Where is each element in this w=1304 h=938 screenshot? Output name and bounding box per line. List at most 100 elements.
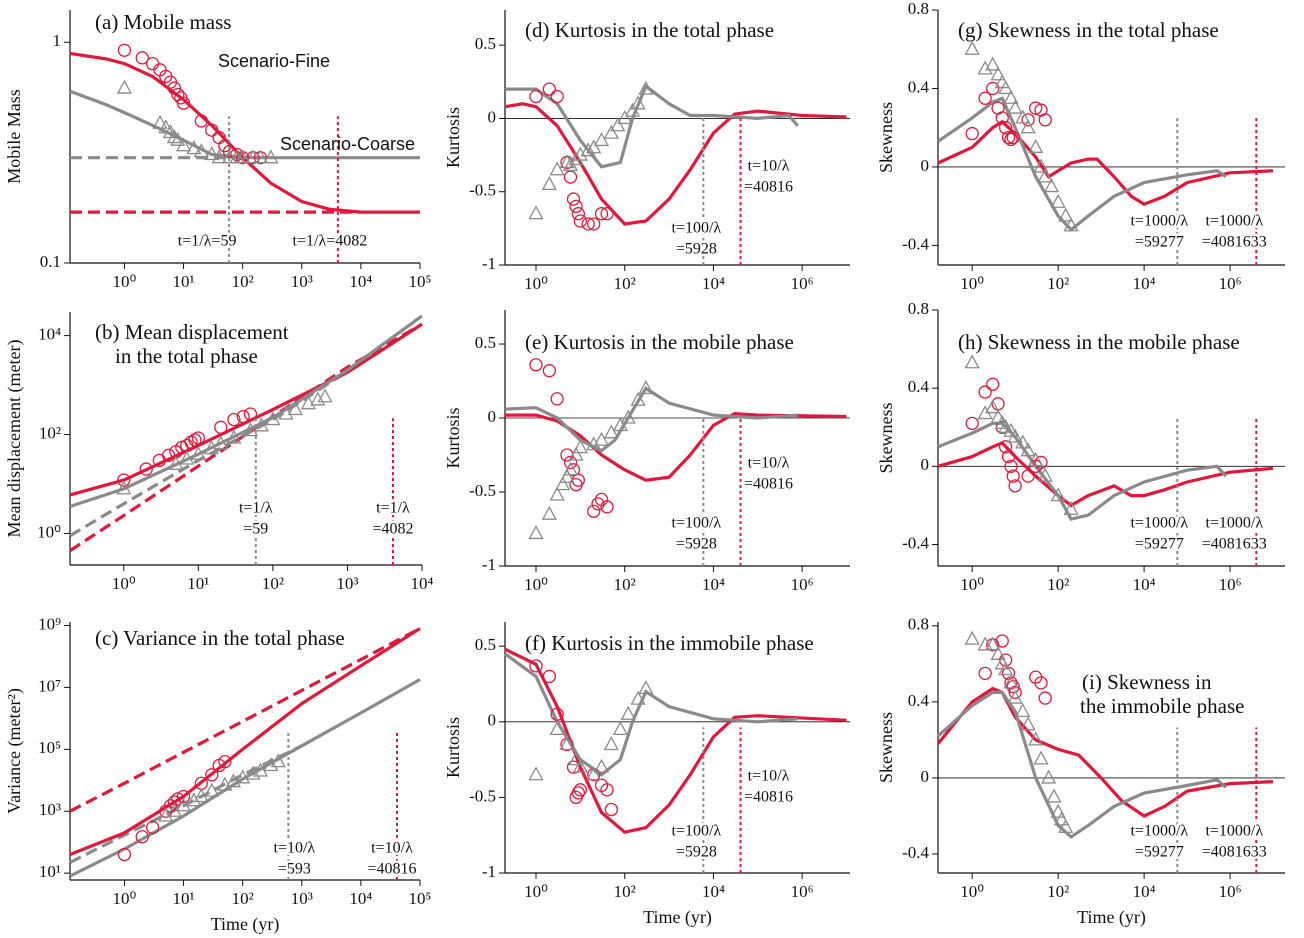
marker-triangle <box>964 630 980 645</box>
marker-triangle <box>528 205 544 220</box>
x-tick-label: 10⁵ <box>409 889 432 908</box>
x-tick-label: 10² <box>1047 274 1069 293</box>
marker-triangle <box>964 40 980 55</box>
x-tick-label: 10² <box>262 574 284 593</box>
marker-triangle <box>977 60 993 75</box>
reference-label: t=1000/λ <box>1130 213 1188 230</box>
marker-circle <box>591 497 605 511</box>
marker-circle <box>604 802 619 817</box>
marker-circle <box>569 199 583 214</box>
marker-triangle <box>593 758 610 773</box>
reference-label: =4081633 <box>1202 844 1267 861</box>
marker-circle <box>1038 691 1052 705</box>
marker-circle <box>594 207 609 221</box>
reference-label: =59 <box>243 521 268 538</box>
marker-triangle <box>612 417 629 432</box>
marker-triangle <box>559 154 575 169</box>
marker-triangle <box>1063 500 1079 515</box>
curve <box>937 119 1274 206</box>
marker-circle <box>191 431 205 445</box>
panel-title: (h) Skewness in the mobile phase <box>958 330 1240 354</box>
reference-label: t=10/λ <box>748 768 790 785</box>
x-tick-label: 10² <box>232 889 254 908</box>
marker-triangle <box>610 117 626 132</box>
x-tick-label: 10⁰ <box>524 575 548 594</box>
marker-triangle <box>562 461 579 476</box>
y-tick-label: 10⁹ <box>38 614 61 633</box>
marker-circle <box>550 392 564 406</box>
marker-triangle <box>179 450 195 465</box>
marker-triangle <box>1053 811 1070 826</box>
marker-circle <box>998 653 1013 667</box>
reference-label: t=1/λ=59 <box>178 233 237 250</box>
marker-circle <box>214 420 228 434</box>
reference-label: t=10/λ <box>748 455 790 472</box>
x-tick-label: 10⁴ <box>349 889 372 908</box>
marker-triangle <box>245 149 261 164</box>
marker-triangle <box>603 124 619 139</box>
marker-circle <box>563 170 578 184</box>
curve <box>505 411 847 482</box>
y-tick-label: 10⁷ <box>38 676 61 695</box>
reference-label: t=1000/λ <box>1205 213 1263 230</box>
marker-circle <box>587 504 601 518</box>
marker-circle <box>117 473 131 487</box>
marker-triangle <box>235 769 251 784</box>
marker-triangle <box>310 391 326 406</box>
marker-circle <box>194 114 208 128</box>
marker-circle <box>978 666 992 680</box>
marker-circle <box>117 847 132 862</box>
x-tick-label: 10¹ <box>187 574 209 593</box>
x-tick-label: 10⁴ <box>411 574 434 593</box>
marker-triangle <box>612 720 629 736</box>
marker-triangle <box>263 149 279 164</box>
marker-circle <box>566 760 581 774</box>
marker-triangle <box>235 149 251 164</box>
x-tick-label: 10⁶ <box>1219 575 1242 594</box>
marker-triangle <box>624 102 641 117</box>
marker-circle <box>581 217 595 231</box>
marker-triangle <box>1050 803 1066 818</box>
marker-triangle <box>116 480 132 495</box>
marker-triangle <box>1020 716 1036 731</box>
y-axis-label: Kurtosis <box>443 107 463 168</box>
y-tick-label: 10⁴ <box>38 325 61 344</box>
marker-triangle <box>1028 138 1044 153</box>
marker-triangle <box>317 388 333 403</box>
curve <box>937 96 1227 232</box>
reference-label: =593 <box>278 861 311 878</box>
marker-triangle <box>1033 158 1049 173</box>
marker-triangle <box>1037 168 1053 183</box>
x-tick-label: 10² <box>614 575 636 594</box>
x-tick-label: 10⁴ <box>349 272 372 291</box>
curve <box>937 441 1274 508</box>
marker-triangle <box>549 720 565 736</box>
y-tick-label: 0.4 <box>908 377 930 396</box>
marker-triangle <box>985 636 1001 651</box>
marker-circle <box>978 91 992 105</box>
marker-triangle <box>252 762 269 777</box>
x-tick-label: 10⁴ <box>702 274 725 293</box>
curve <box>69 744 303 864</box>
y-tick-label: 0 <box>921 156 930 175</box>
panel-title: (a) Mobile mass <box>95 10 231 34</box>
marker-triangle <box>226 429 242 444</box>
marker-triangle <box>1007 428 1023 443</box>
marker-triangle <box>158 119 174 134</box>
marker-circle <box>117 43 132 57</box>
marker-triangle <box>559 468 575 483</box>
marker-circle <box>1001 449 1016 464</box>
reference-label: t=1/λ <box>239 500 273 517</box>
marker-triangle <box>287 401 303 416</box>
reference-label: =4081633 <box>1202 234 1267 251</box>
marker-circle <box>1004 459 1018 473</box>
marker-circle <box>600 207 614 221</box>
y-tick-label: 0 <box>488 107 497 126</box>
marker-circle <box>995 634 1009 648</box>
marker-triangle <box>166 129 182 144</box>
marker-triangle <box>638 380 654 395</box>
reference-label: t=100/λ <box>672 220 722 237</box>
marker-triangle <box>555 476 571 491</box>
marker-triangle <box>985 56 1001 71</box>
marker-triangle <box>572 758 588 773</box>
